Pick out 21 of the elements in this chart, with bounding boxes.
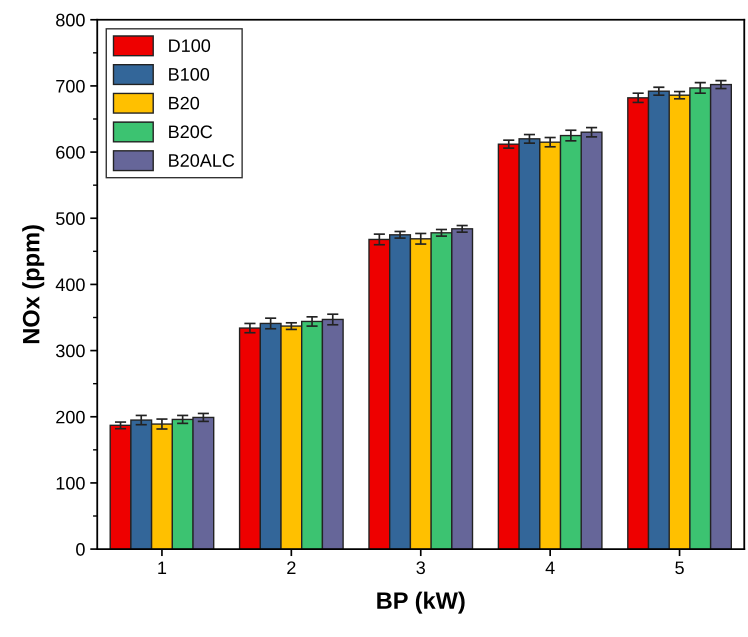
legend-label: B20C <box>169 125 212 138</box>
x-tick-label: 3 <box>416 561 425 574</box>
legend-label: B20ALC <box>169 154 234 167</box>
y-tick-label: 700 <box>56 80 85 93</box>
x-tick-label: 4 <box>546 562 555 574</box>
legend-label: D100 <box>169 39 210 52</box>
y-tick-label: 300 <box>56 344 85 358</box>
x-tick-label: 1 <box>158 562 166 574</box>
y-tick-label: 400 <box>56 278 85 292</box>
y-tick-label: 100 <box>56 476 85 490</box>
y-tick-label: 600 <box>56 146 85 159</box>
x-axis-title: BP (kW) <box>377 592 465 614</box>
y-tick-label: 800 <box>56 14 85 26</box>
y-tick-label: 500 <box>56 212 85 225</box>
x-tick-label: 2 <box>287 561 296 574</box>
legend-label: B20 <box>169 96 200 110</box>
y-axis-title: NOx (ppm) <box>22 225 44 344</box>
y-tick-label: 200 <box>56 410 85 424</box>
y-tick-label: 0 <box>76 543 85 556</box>
x-tick-label: 5 <box>675 562 684 574</box>
legend-label: B100 <box>169 68 210 81</box>
